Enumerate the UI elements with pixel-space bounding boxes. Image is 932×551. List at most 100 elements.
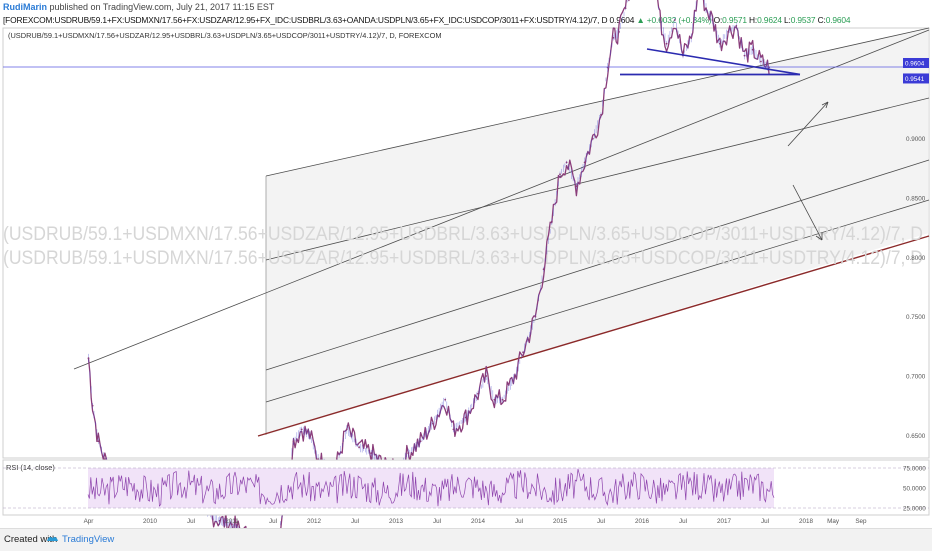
price-point [87,357,90,360]
watermark-line-2: (USDRUB/59.1+USDMXN/17.56+USDZAR/12.95+U… [3,247,923,269]
price-badge-label: 0.9604 [905,60,925,67]
price-point [231,523,233,526]
channel-fill [266,28,929,435]
price-point [727,31,729,33]
y-tick-label: 0.8000 [906,255,926,262]
price-point [550,220,553,223]
price-point [444,398,447,401]
ticker-line: [FOREXCOM:USDRUB/59.1+FX:USDMXN/17.56+FX… [3,15,851,25]
channel-line-2 [265,97,930,261]
rsi-group: 75.0000 50.0000 25.0000 [3,466,929,513]
price-point [345,428,348,431]
price-point [501,398,504,401]
y-tick-label: 0.7000 [906,374,926,381]
price-point [624,7,627,9]
price-point [743,54,746,57]
last-price: 0.9604 [609,15,635,25]
price-point [618,31,620,33]
watermark-group: (USDRUB/59.1+USDMXN/17.56+USDZAR/12.95+U… [3,223,923,269]
price-point [485,375,488,377]
price-point [493,398,496,401]
tradingview-brand[interactable]: TradingView [62,534,115,545]
x-tick-label: Jul [679,518,687,525]
pane-title: (USDRUB/59.1+USDMXN/17.56+USDZAR/12.95+U… [8,31,441,40]
channel-line-outer [73,29,930,370]
price-point [711,19,714,21]
x-tick-label: 2016 [635,518,650,525]
price-badge-label: 0.9541 [905,76,925,83]
price-point [432,422,434,425]
arrowhead-up-icon [821,101,829,109]
y-tick-label: 0.6500 [906,433,926,440]
x-tick-label: 2018 [799,518,814,525]
price-point [534,315,537,318]
price-point [690,36,693,39]
time-axis: Apr 2010 Jul 2011 Jul 2012 Jul 2013 Jul 2014 Jul 20… [84,518,867,525]
x-tick-label: 2012 [307,518,322,525]
price-point [218,519,221,522]
y-tick-label: 0.7500 [906,314,926,321]
price-point [559,173,561,176]
price-point [612,36,615,39]
price-point [309,434,311,437]
price-point [370,452,373,454]
price-point [735,25,738,27]
high-value: 0.9624 [757,15,782,25]
x-tick-label: Jul [433,518,441,525]
price-point [591,137,594,140]
created-with-text: Created with [4,534,58,545]
price-point [97,440,100,443]
x-tick-label: May [827,518,840,525]
price-point [673,19,676,21]
price-change: +0.0032 (+0.34%) [646,15,712,25]
footer: Created with TradingView [0,528,932,551]
overlay-group [3,48,929,241]
triangle-resistance-line [646,48,801,76]
price-point [665,42,668,45]
price-point [91,404,94,407]
price-point [542,268,545,271]
rsi-tick-label: 50.0000 [903,486,926,493]
author-link[interactable]: RudiMarin [3,2,47,12]
x-tick-label: Jul [761,518,769,525]
y-tick-label: 0.8500 [906,196,926,203]
arrowhead-down-icon [815,233,823,241]
rsi-band [88,468,774,508]
price-point [358,446,360,449]
price-badge [903,73,929,84]
rsi-tick-label: 25.0000 [903,506,926,513]
price-point [719,42,721,45]
price-point [565,161,568,164]
price-badge [903,57,929,68]
price-point [659,19,661,21]
open-value: 0.9571 [722,15,747,25]
x-tick-label: Jul [515,518,523,525]
channel-group [73,27,930,437]
price-point [514,375,516,377]
x-tick-label: Apr [84,518,94,525]
tradingview-logo-icon [47,537,58,541]
x-tick-label: 2011 [225,518,239,525]
watermark-line-1: (USDRUB/59.1+USDMXN/17.56+USDZAR/12.95+U… [3,223,923,245]
price-point [419,440,422,443]
channel-line-upper [265,27,930,177]
price-point [452,428,455,431]
low-value: 0.9537 [790,15,816,25]
rsi-line [87,469,775,507]
ticker-symbol: [FOREXCOM:USDRUB/59.1+FX:USDMXN/17.56+FX… [3,15,608,25]
price-point [477,392,479,395]
price-point [575,185,578,188]
price-axis: 0.95000.90000.85000.80000.75000.70000.65… [903,57,929,440]
rsi-tick-label: 75.0000 [903,466,926,473]
x-tick-label: Jul [597,518,605,525]
target-arrow-down [792,184,823,241]
chart-canvas[interactable]: (USDRUB/59.1+USDMXN/17.56+USDZAR/12.95+U… [0,0,932,528]
price-point [292,440,295,443]
x-tick-label: Sep [855,518,867,525]
published-text: published on TradingView.com, July 21, 2… [49,2,275,12]
y-tick-label: 0.9000 [906,136,926,143]
price-point [300,428,303,431]
price-point [760,60,762,63]
price-point [705,7,707,9]
rsi-label: RSI (14, close) [6,463,55,472]
